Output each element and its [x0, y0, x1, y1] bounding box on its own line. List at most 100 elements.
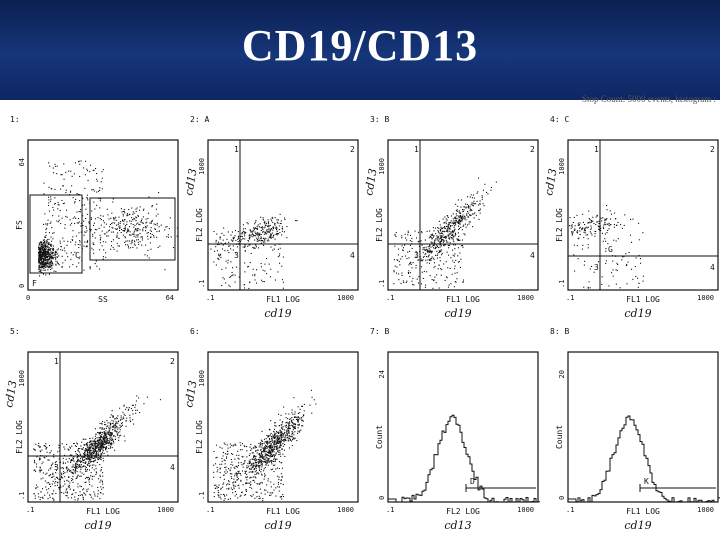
handwritten-y-annotation: cd13 — [182, 167, 200, 196]
event-dot — [583, 264, 585, 266]
event-dot — [607, 243, 609, 245]
event-dot — [604, 221, 606, 223]
event-dot — [108, 218, 110, 220]
event-dot — [440, 237, 442, 239]
event-dot — [233, 478, 235, 480]
event-dot — [448, 226, 450, 228]
event-dot — [459, 239, 461, 241]
event-dot — [598, 229, 600, 231]
event-dot — [234, 230, 236, 232]
event-dot — [50, 253, 52, 255]
event-dot — [55, 258, 57, 260]
event-dot — [48, 247, 50, 249]
event-dot — [258, 234, 260, 236]
x-tick-min: 0 — [26, 294, 30, 302]
event-dot — [631, 241, 633, 243]
event-dot — [135, 412, 137, 414]
event-dot — [269, 438, 271, 440]
event-dot — [431, 238, 433, 240]
event-dot — [483, 205, 485, 207]
event-dot — [103, 452, 105, 454]
event-dot — [77, 243, 79, 245]
event-dot — [124, 440, 126, 442]
event-dot — [123, 209, 125, 211]
event-dot — [65, 171, 67, 173]
event-dot — [41, 257, 43, 259]
event-dot — [108, 442, 110, 444]
event-dot — [445, 239, 447, 241]
event-dot — [277, 437, 279, 439]
event-dot — [57, 253, 59, 255]
event-dot — [447, 216, 449, 218]
event-dot — [44, 258, 46, 260]
event-dot — [458, 211, 460, 213]
event-dot — [143, 403, 145, 405]
event-dot — [237, 231, 239, 233]
event-dot — [226, 484, 228, 486]
event-dot — [38, 252, 40, 254]
event-dot — [273, 471, 275, 473]
event-dot — [266, 230, 268, 232]
event-dot — [280, 223, 282, 225]
event-dot — [90, 230, 92, 232]
event-dot — [48, 263, 50, 265]
event-dot — [116, 234, 118, 236]
event-dot — [266, 229, 268, 231]
event-dot — [456, 215, 458, 217]
event-dot — [291, 417, 293, 419]
event-dot — [294, 416, 296, 418]
event-dot — [446, 229, 448, 231]
event-dot — [95, 455, 97, 457]
event-dot — [88, 454, 90, 456]
event-dot — [478, 210, 480, 212]
event-dot — [444, 227, 446, 229]
event-dot — [275, 441, 277, 443]
event-dot — [73, 456, 75, 458]
event-dot — [456, 219, 458, 221]
event-dot — [57, 477, 59, 479]
event-dot — [265, 454, 267, 456]
event-dot — [49, 210, 51, 212]
event-dot — [63, 163, 65, 165]
event-dot — [603, 224, 605, 226]
event-dot — [620, 224, 622, 226]
event-dot — [67, 486, 69, 488]
event-dot — [90, 447, 92, 449]
event-dot — [299, 412, 301, 414]
event-dot — [463, 279, 465, 281]
event-dot — [147, 238, 149, 240]
event-dot — [275, 435, 277, 437]
event-dot — [93, 491, 95, 493]
event-dot — [70, 190, 72, 192]
event-dot — [105, 447, 107, 449]
event-dot — [402, 249, 404, 251]
event-dot — [403, 281, 405, 283]
event-dot — [282, 256, 284, 258]
event-dot — [234, 475, 236, 477]
event-dot — [114, 438, 116, 440]
event-dot — [106, 443, 108, 445]
event-dot — [95, 438, 97, 440]
event-dot — [51, 483, 53, 485]
event-dot — [251, 476, 253, 478]
event-dot — [229, 276, 231, 278]
event-dot — [297, 424, 299, 426]
y-tick-min: 0 — [18, 284, 26, 288]
event-dot — [225, 472, 227, 474]
event-dot — [96, 191, 98, 193]
event-dot — [105, 448, 107, 450]
event-dot — [250, 449, 252, 451]
event-dot — [260, 240, 262, 242]
event-dot — [103, 441, 105, 443]
event-dot — [124, 237, 126, 239]
event-dot — [263, 244, 265, 246]
event-dot — [72, 472, 74, 474]
event-dot — [232, 484, 234, 486]
event-dot — [137, 215, 139, 217]
event-dot — [77, 474, 79, 476]
event-dot — [44, 263, 46, 265]
event-dot — [248, 461, 250, 463]
event-dot — [393, 271, 395, 273]
panel-label: 7: B — [370, 327, 389, 336]
event-dot — [265, 224, 267, 226]
